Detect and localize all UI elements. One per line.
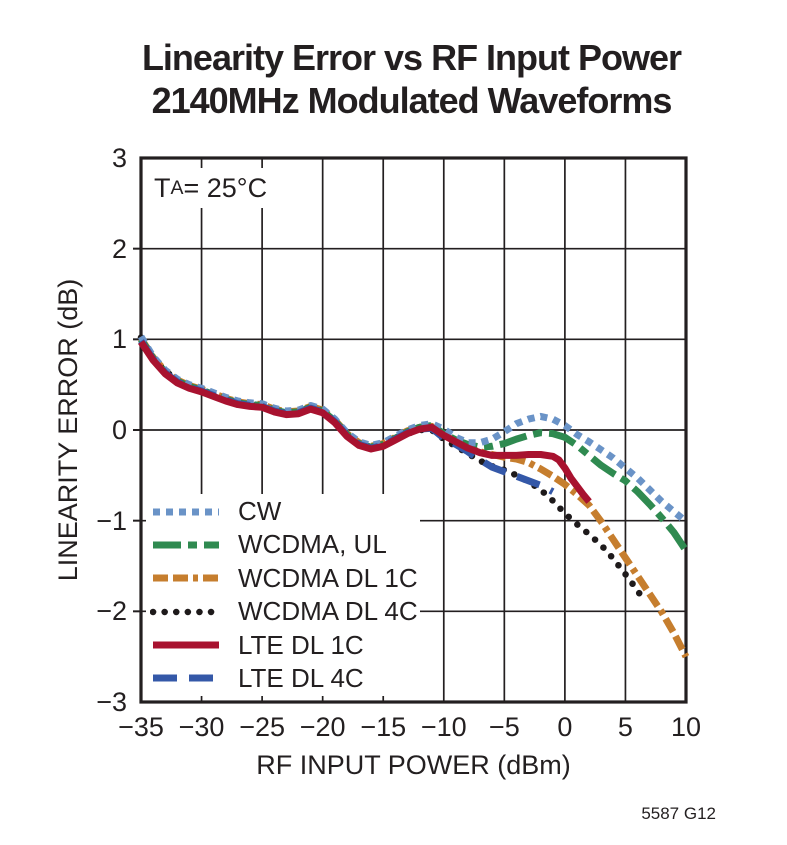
legend-label-lte_dl_4c: LTE DL 4C xyxy=(238,662,364,693)
y-tick-label: 0 xyxy=(111,415,127,445)
legend-item-wcdma_dl_1c: WCDMA DL 1C xyxy=(146,563,420,594)
x-tick-label: −5 xyxy=(488,712,520,742)
x-axis-title: RF INPUT POWER (dBm) xyxy=(256,750,571,780)
x-tick-label: −30 xyxy=(178,712,225,742)
legend-label-cw: CW xyxy=(238,496,282,526)
x-tick-label: −10 xyxy=(420,712,467,742)
legend-label-wcdma_dl_1c: WCDMA DL 1C xyxy=(238,562,418,593)
legend-item-wcdma_ul: WCDMA, UL xyxy=(146,529,420,560)
temperature-annotation-symbol: T xyxy=(154,172,171,203)
x-tick-label: 5 xyxy=(617,712,633,742)
legend-item-cw: CW xyxy=(146,496,420,527)
x-tick-label: 0 xyxy=(557,712,573,742)
legend: CW WCDMA, UL WCDMA DL 1C WCDMA DL 4C LTE DL … xyxy=(146,494,420,696)
x-tick-label: −35 xyxy=(118,712,164,742)
x-tick-label: −15 xyxy=(360,712,407,742)
legend-item-lte_dl_1c: LTE DL 1C xyxy=(146,630,420,661)
legend-item-lte_dl_4c: LTE DL 4C xyxy=(146,663,420,694)
legend-swatch-cw xyxy=(153,508,219,515)
curve-lte_dl_1c xyxy=(138,340,592,504)
y-tick-label: 3 xyxy=(111,143,127,173)
legend-label-lte_dl_1c: LTE DL 1C xyxy=(238,629,364,660)
x-tick-label: 10 xyxy=(670,712,702,742)
y-tick-label: 2 xyxy=(111,233,127,264)
temperature-annotation-value: = 25°C xyxy=(183,172,268,203)
x-tick-label: −20 xyxy=(299,712,346,742)
x-tick-label: −25 xyxy=(239,712,286,742)
y-tick-label: 1 xyxy=(111,324,127,355)
legend-label-wcdma_dl_4c: WCDMA DL 4C xyxy=(238,596,418,627)
legend-item-wcdma_dl_4c: WCDMA DL 4C xyxy=(146,596,420,627)
legend-swatch-wcdma_dl_1c xyxy=(153,574,219,582)
y-tick-label: −2 xyxy=(96,596,127,627)
temperature-annotation-subscript: A xyxy=(170,176,184,199)
legend-label-wcdma_ul: WCDMA, UL xyxy=(238,529,387,560)
legend-swatch-wcdma_dl_4c xyxy=(150,608,222,615)
y-tick-label: −3 xyxy=(96,687,127,717)
chart-title-line2: 2140MHz Modulated Waveforms xyxy=(151,80,673,121)
chart-title-line1: Linearity Error vs RF Input Power xyxy=(141,37,682,78)
plot-border xyxy=(139,156,688,704)
legend-swatch-wcdma_ul xyxy=(153,541,219,549)
legend-swatch-lte_dl_1c xyxy=(153,641,219,649)
legend-swatch-lte_dl_4c xyxy=(153,674,219,682)
curve-lte_dl_4c xyxy=(138,339,555,495)
y-tick-label: −1 xyxy=(96,505,127,536)
figure-number: 5587 G12 xyxy=(641,804,716,823)
chart-title: Linearity Error vs RF Input Power 2140MH… xyxy=(36,36,787,122)
